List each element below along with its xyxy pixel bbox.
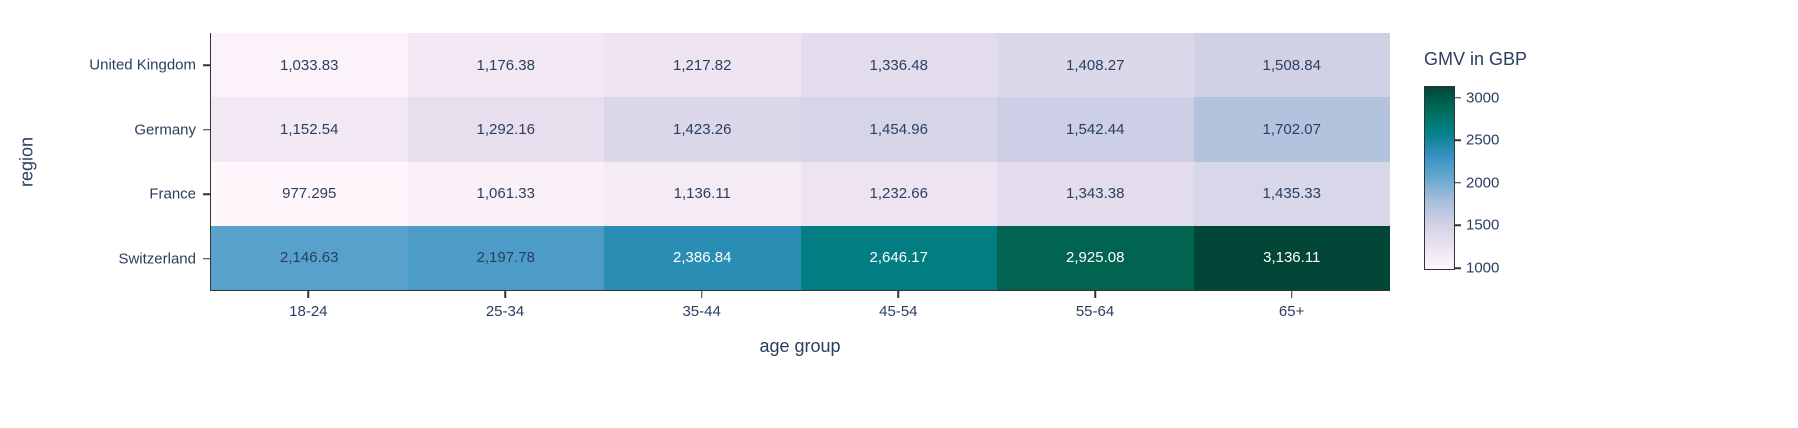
heatmap-cell[interactable]: 2,146.63 (211, 225, 408, 290)
colorbar-tick-label: 2500 (1466, 131, 1500, 149)
colorbar-tick-label: 2000 (1466, 174, 1500, 192)
heatmap-cell[interactable]: 1,217.82 (604, 33, 801, 98)
x-axis-tick-label: 25-34 (485, 303, 525, 320)
x-axis-tick-mark (307, 291, 310, 298)
y-axis-title: region (16, 136, 37, 188)
heatmap-cell[interactable]: 977.295 (211, 161, 408, 226)
x-axis-tick-mark (897, 291, 900, 298)
x-axis-tick-mark (700, 291, 703, 298)
heatmap-row: 2,146.63 2,197.78 2,386.84 2,646.17 2,925.08… (211, 225, 1390, 290)
heatmap-cell[interactable]: 1,435.33 (1193, 161, 1390, 226)
colorbar-title: GMV in GBP (1424, 49, 1528, 69)
colorbar-tick-mark (1455, 139, 1461, 141)
heatmap-row: 1,152.54 1,292.16 1,423.26 1,454.96 1,542.44… (211, 97, 1390, 162)
heatmap-cell[interactable]: 1,152.54 (211, 97, 408, 162)
heatmap-cell[interactable]: 1,292.16 (407, 97, 604, 162)
heatmap-row: 977.295 1,061.33 1,136.11 1,232.66 1,343.38 1… (211, 161, 1390, 226)
y-axis-tick-label: United Kingdom (89, 56, 196, 74)
x-axis-tick-label: 35-44 (682, 303, 721, 320)
heatmap-cell[interactable]: 1,423.26 (604, 97, 801, 162)
colorbar-tick-mark (1455, 182, 1461, 184)
x-axis-tick-label: 65+ (1278, 303, 1305, 320)
colorbar-tick-label: 1500 (1466, 216, 1500, 234)
heatmap-cell[interactable]: 1,454.96 (800, 97, 997, 162)
colorbar-gradient (1424, 86, 1455, 270)
heatmap-cell[interactable]: 2,925.08 (997, 225, 1194, 290)
heatmap-cell[interactable]: 1,033.83 (211, 33, 408, 98)
colorbar-tick-mark (1455, 96, 1461, 99)
colorbar-tick-label: 3000 (1466, 89, 1500, 107)
heatmap-cell[interactable]: 1,508.84 (1193, 33, 1390, 98)
heatmap-cell[interactable]: 1,136.11 (604, 161, 801, 226)
y-axis-tick-label: Germany (134, 121, 196, 139)
x-axis-tick-label: 45-54 (879, 303, 918, 320)
y-axis-tick-mark (203, 193, 210, 195)
heatmap-cell[interactable]: 1,408.27 (997, 33, 1194, 98)
y-axis-tick-label: Switzerland (118, 250, 196, 268)
heatmap-cell[interactable]: 3,136.11 (1193, 225, 1390, 290)
heatmap-cell[interactable]: 1,336.48 (800, 33, 997, 98)
heatmap-cell[interactable]: 2,646.17 (800, 225, 997, 290)
heatmap-cell[interactable]: 1,542.44 (997, 97, 1194, 162)
heatmap-cell[interactable]: 1,702.07 (1193, 97, 1390, 162)
x-axis-tick-mark (1290, 291, 1293, 298)
heatmap-cell[interactable]: 2,386.84 (604, 225, 801, 290)
colorbar-tick-mark (1455, 267, 1461, 269)
heatmap-cell[interactable]: 1,232.66 (800, 161, 997, 226)
y-axis-tick-mark (203, 129, 210, 131)
heatmap-grid: 1,033.83 1,176.38 1,217.82 1,336.48 1,408.27… (210, 33, 1390, 291)
y-axis-tick-mark (203, 64, 210, 66)
heatmap-cell[interactable]: 2,197.78 (407, 225, 604, 290)
y-axis-tick-label: France (149, 185, 196, 203)
x-axis-tick-mark (504, 291, 506, 298)
heatmap-cell[interactable]: 1,343.38 (997, 161, 1194, 226)
x-axis-title: age group (759, 336, 841, 356)
y-axis-tick-mark (203, 258, 210, 260)
x-axis-tick-label: 18-24 (289, 303, 328, 320)
heatmap-cell[interactable]: 1,061.33 (407, 161, 604, 226)
heatmap-row: 1,033.83 1,176.38 1,217.82 1,336.48 1,408.27… (211, 33, 1390, 98)
heatmap-cell[interactable]: 1,176.38 (407, 33, 604, 98)
x-axis-tick-mark (1094, 291, 1096, 298)
colorbar-tick-label: 1000 (1466, 259, 1500, 277)
colorbar-tick-mark (1455, 224, 1461, 227)
x-axis-tick-label: 55-64 (1075, 303, 1115, 320)
